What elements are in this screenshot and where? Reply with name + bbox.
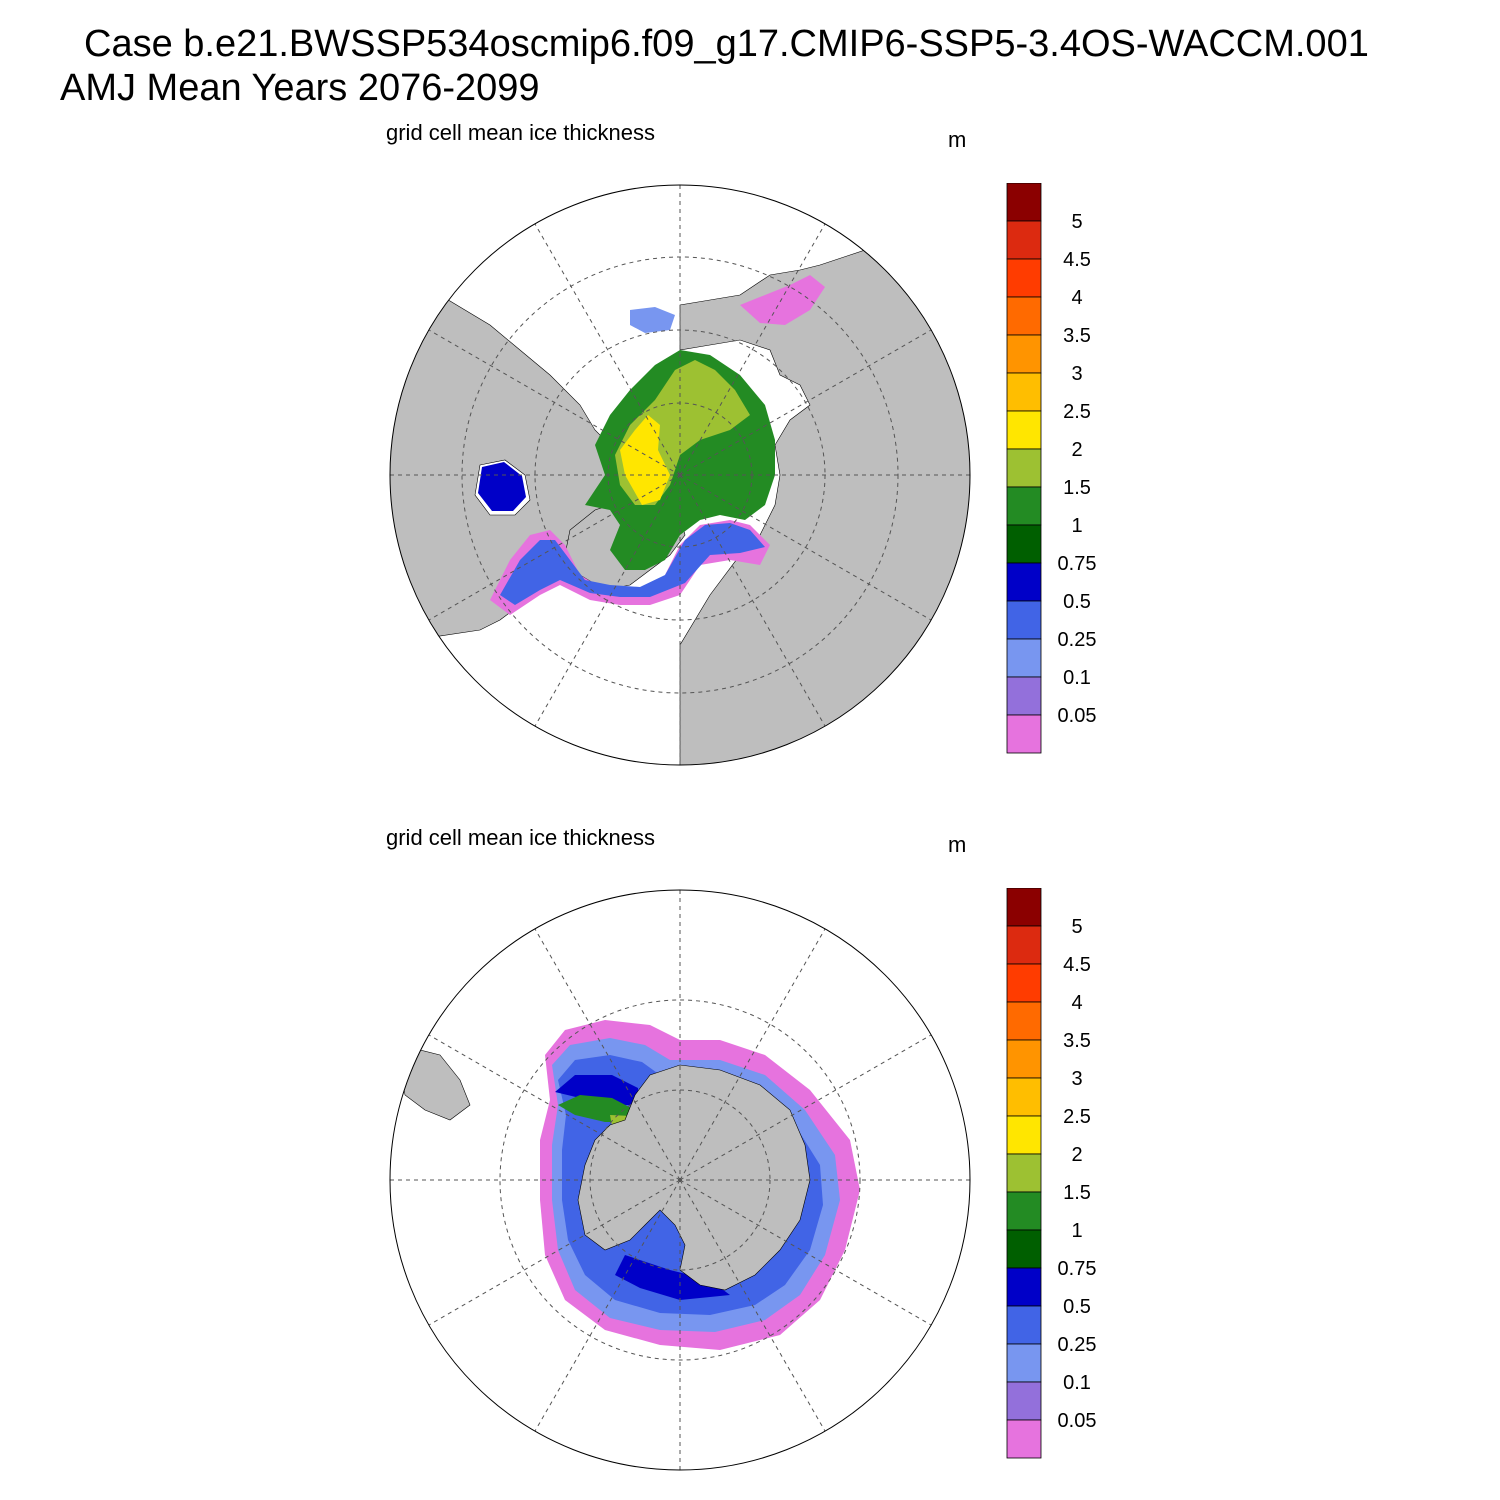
sh-colorbar-box — [1006, 1229, 1042, 1269]
north-polar-map — [389, 184, 971, 766]
nh-colorbar-box — [1006, 714, 1042, 754]
sh-colorbar-label: 5 — [1071, 916, 1082, 938]
sh-colorbar-label: 3 — [1071, 1068, 1082, 1090]
nh-graticule — [390, 185, 970, 765]
sh-colorbar-box — [1006, 1381, 1042, 1421]
sh-colorbar-box — [1006, 1039, 1042, 1079]
sh-units-label: m — [948, 832, 967, 857]
nh-colorbar-label: 0.5 — [1063, 591, 1091, 613]
nh-colorbar-box — [1006, 258, 1042, 298]
nh-colorbar-label: 4.5 — [1063, 249, 1091, 271]
sh-graticule — [390, 890, 970, 1470]
sh-colorbar-label: 2 — [1071, 1144, 1082, 1166]
figure-title-line1: Case b.e21.BWSSP534oscmip6.f09_g17.CMIP6… — [84, 23, 1369, 65]
sh-colorbar-box — [1006, 1001, 1042, 1041]
sh-colorbar-label: 4.5 — [1063, 954, 1091, 976]
sh-colorbar-box — [1006, 1267, 1042, 1307]
sh-colorbar-label: 0.1 — [1063, 1372, 1091, 1394]
sh-colorbar-box — [1006, 1419, 1042, 1459]
nh-colorbar-box — [1006, 600, 1042, 640]
nh-colorbar-label: 3 — [1071, 363, 1082, 385]
sh-colorbar-box — [1006, 925, 1042, 965]
nh-colorbar-box — [1006, 486, 1042, 526]
sh-colorbar: 5 4.5 4 3.5 3 2.5 2 1.5 1 0.75 0.5 0.25 0.1 0.05 — [1006, 888, 1097, 1459]
south-america-tip-land — [399, 1049, 471, 1121]
sh-colorbar-label: 0.05 — [1058, 1410, 1097, 1432]
sh-ice-green — [558, 1095, 635, 1122]
nh-ice-blue — [500, 523, 765, 605]
nh-colorbar-label: 3.5 — [1063, 325, 1091, 347]
south-polar-map — [389, 889, 971, 1471]
sh-colorbar-box — [1006, 1077, 1042, 1117]
sh-colorbar-label: 1 — [1071, 1220, 1082, 1242]
sh-colorbar-box — [1006, 1153, 1042, 1193]
nh-colorbar-box — [1006, 410, 1042, 450]
nh-colorbar-box — [1006, 183, 1042, 222]
sh-colorbar-label: 0.25 — [1058, 1334, 1097, 1356]
sh-colorbar-label: 0.75 — [1058, 1258, 1097, 1280]
nh-ice-yellow — [620, 415, 670, 505]
nh-map-title: grid cell mean ice thickness — [386, 120, 656, 145]
figure-title-line2: AMJ Mean Years 2076-2099 — [60, 67, 540, 109]
nh-map-border — [389, 184, 971, 766]
nh-colorbar-label: 1 — [1071, 515, 1082, 537]
nh-colorbar: 5 4.5 4 3.5 3 2.5 2 1.5 1 0.75 0.5 0.25 0.1 0.05 — [1006, 183, 1097, 754]
nh-colorbar-box — [1006, 524, 1042, 564]
sh-colorbar-box — [1006, 963, 1042, 1003]
nh-colorbar-label: 0.1 — [1063, 667, 1091, 689]
nh-colorbar-box — [1006, 220, 1042, 260]
nh-colorbar-label: 4 — [1071, 287, 1082, 309]
nh-colorbar-box — [1006, 334, 1042, 374]
sh-colorbar-label: 2.5 — [1063, 1106, 1091, 1128]
bering-sea-ice — [630, 307, 675, 333]
sh-colorbar-box — [1006, 1191, 1042, 1231]
sh-colorbar-label: 4 — [1071, 992, 1082, 1014]
sh-colorbar-box — [1006, 1115, 1042, 1155]
sh-colorbar-label: 3.5 — [1063, 1030, 1091, 1052]
nh-colorbar-box — [1006, 562, 1042, 602]
nh-colorbar-label: 0.25 — [1058, 629, 1097, 651]
sh-map-border — [389, 889, 971, 1471]
nh-colorbar-label: 5 — [1071, 211, 1082, 233]
sh-colorbar-box — [1006, 1343, 1042, 1383]
nh-colorbar-label: 1.5 — [1063, 477, 1091, 499]
nh-colorbar-box — [1006, 638, 1042, 678]
sh-colorbar-label: 0.5 — [1063, 1296, 1091, 1318]
nh-colorbar-box — [1006, 676, 1042, 716]
sh-colorbar-box — [1006, 888, 1042, 927]
nh-colorbar-label: 0.75 — [1058, 553, 1097, 575]
sh-map-title: grid cell mean ice thickness — [386, 825, 656, 850]
nh-colorbar-box — [1006, 296, 1042, 336]
nh-colorbar-box — [1006, 448, 1042, 488]
nh-colorbar-box — [1006, 372, 1042, 412]
sh-colorbar-label: 1.5 — [1063, 1182, 1091, 1204]
nh-colorbar-label: 2.5 — [1063, 401, 1091, 423]
nh-colorbar-label: 2 — [1071, 439, 1082, 461]
hudson-bay-ice — [478, 462, 526, 511]
nh-units-label: m — [948, 127, 967, 152]
nh-colorbar-label: 0.05 — [1058, 705, 1097, 727]
okhotsk-sea-ice — [740, 275, 825, 325]
sh-colorbar-box — [1006, 1305, 1042, 1345]
